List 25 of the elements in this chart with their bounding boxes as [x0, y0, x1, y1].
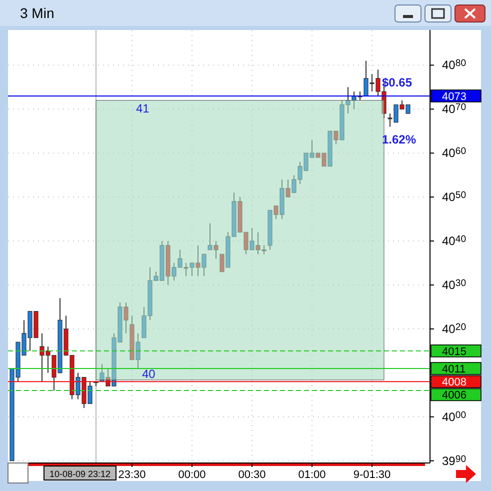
y-tick-label: 40$^{70}$	[442, 102, 466, 116]
x-tick-label: 23:30	[118, 469, 146, 481]
ref-line-label: 10-08-09 23:12	[49, 469, 111, 479]
x-tick-label: 00:00	[178, 469, 206, 481]
y-tick-label: 40$^{00}$	[442, 409, 466, 424]
x-tick-label: 00:30	[238, 469, 266, 481]
annotation: $0.65	[382, 76, 412, 90]
y-tick-label: 40$^{30}$	[442, 277, 466, 292]
y-tick-label: 40$^{40}$	[442, 234, 466, 248]
band-label: 41	[136, 101, 150, 116]
y-tick-label: 40$^{80}$	[442, 58, 466, 72]
y-tick-label: 40$^{50}$	[442, 190, 466, 204]
x-tick-label: 01:00	[298, 469, 326, 481]
annotation: 40	[142, 366, 156, 381]
y-tick-label: 39$^{90}$	[442, 453, 466, 468]
x-tick-label: 9-01:30	[353, 469, 391, 481]
ref-line-label: 4073	[442, 90, 466, 103]
y-tick-label: 40$^{60}$	[442, 146, 466, 160]
ref-line-label: 4015	[442, 346, 466, 358]
chart-title: 3 Min	[20, 5, 54, 21]
ref-line-label: 4006	[442, 390, 466, 402]
ref-line-label: 4011	[442, 363, 466, 376]
annotation: 1.62%	[382, 132, 416, 147]
y-tick-label: 40$^{20}$	[442, 321, 466, 336]
ref-line-label: 4008	[442, 376, 466, 389]
